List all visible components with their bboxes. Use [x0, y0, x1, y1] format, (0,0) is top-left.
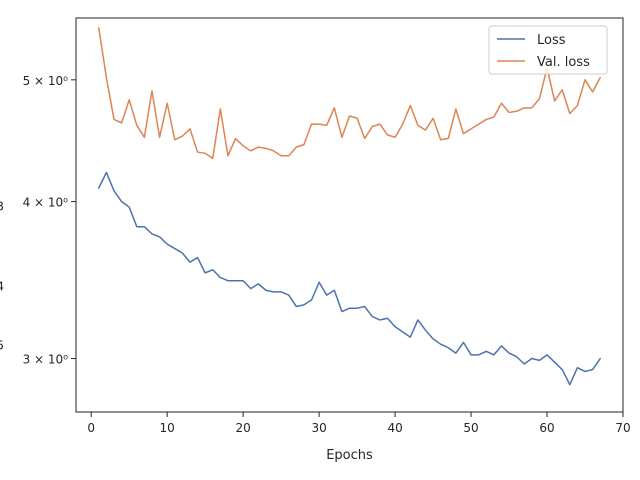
- legend-box: [488, 25, 608, 75]
- legend-label: Val. loss: [537, 55, 590, 70]
- legend-label: Loss: [537, 33, 566, 48]
- plot-frame: [75, 17, 624, 413]
- x-tick-label: 10: [160, 421, 175, 435]
- legend: Loss Val. loss: [488, 25, 608, 75]
- x-axis: 0 10 20 30 40 50 60 70: [87, 412, 631, 435]
- x-tick-label: 50: [463, 421, 478, 435]
- x-tick-label: 70: [615, 421, 630, 435]
- plot-marks: [98, 27, 601, 386]
- y-tick-label-partial: 4: [0, 279, 4, 293]
- x-tick-label: 40: [387, 421, 402, 435]
- x-tick-label: 30: [311, 421, 326, 435]
- y-tick-label-partial: 5: [0, 339, 4, 353]
- y-tick-label: 5 × 10⁰: [23, 74, 69, 88]
- x-tick-label: 20: [235, 421, 250, 435]
- x-axis-label: Epochs: [326, 448, 373, 463]
- y-axis: 3 × 10⁰ 4 × 10⁰ 5 × 10⁰ 3 4 5: [0, 74, 76, 367]
- x-tick-label: 0: [87, 421, 95, 435]
- series-line-1: [98, 27, 601, 160]
- series-line-0: [98, 171, 601, 386]
- x-tick-label: 60: [539, 421, 554, 435]
- y-tick-label: 3 × 10⁰: [23, 353, 69, 367]
- y-tick-label: 4 × 10⁰: [23, 196, 69, 210]
- y-tick-label-partial: 3: [0, 200, 4, 214]
